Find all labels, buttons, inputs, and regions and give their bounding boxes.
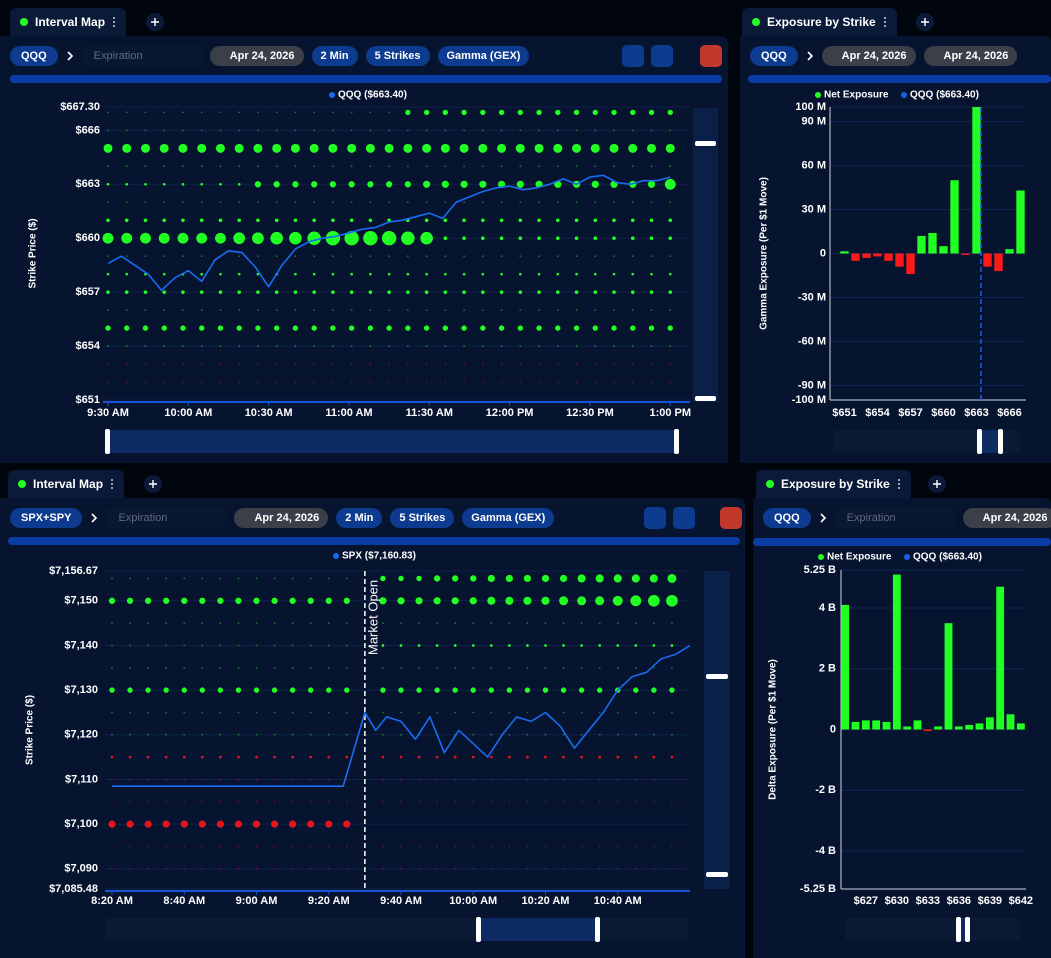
date-control[interactable]: Apr 24, 2026	[209, 46, 304, 66]
menu-icon[interactable]	[112, 16, 116, 28]
add-tab[interactable]	[916, 13, 934, 31]
metric-control[interactable]: Gamma (GEX)	[437, 46, 530, 66]
symbol-control[interactable]: QQQ	[10, 46, 58, 66]
plus-icon	[933, 480, 941, 488]
toolbar: QQQ Apr 24, 2026 Apr 24, 2026	[750, 45, 1018, 67]
panel-body	[0, 498, 745, 958]
chevron	[67, 51, 73, 61]
tab-title: Interval Map	[35, 15, 106, 29]
add-tab[interactable]	[146, 13, 164, 31]
date-control[interactable]: Apr 24, 2026	[821, 46, 916, 66]
symbol-control[interactable]: QQQ	[750, 46, 798, 66]
chevron-glyph	[820, 513, 826, 523]
chevron	[807, 51, 813, 61]
tab[interactable]: Exposure by Strike	[756, 470, 911, 498]
menu-dot	[113, 17, 116, 19]
chevron	[820, 513, 826, 523]
icon-button[interactable]	[622, 45, 644, 67]
add-tab[interactable]	[144, 475, 162, 493]
tab[interactable]: Exposure by Strike	[742, 8, 897, 36]
plus-glyph	[151, 18, 159, 26]
toolbar: QQQ Expiration Apr 24, 2026	[763, 507, 1051, 529]
status-dot	[752, 18, 760, 26]
tab-title: Interval Map	[33, 477, 104, 491]
icon-button[interactable]	[651, 45, 673, 67]
date-control[interactable]: Apr 24, 2026	[962, 508, 1051, 528]
status-dot	[766, 480, 774, 488]
plus-glyph	[149, 480, 157, 488]
chevron-glyph	[67, 51, 73, 61]
icon-button[interactable]	[644, 507, 666, 529]
panel: Interval Map QQQ Expiration Apr 24, 2026 2 M…	[0, 8, 728, 463]
menu-dot	[883, 17, 886, 19]
interval-control[interactable]: 2 Min	[311, 46, 358, 66]
panel: Interval Map SPX+SPY Expiration Apr 24, 202…	[0, 470, 745, 958]
toolbar: QQQ Expiration Apr 24, 2026 2 Min 5 Strikes G…	[10, 45, 530, 67]
expiration-control[interactable]: Expiration	[106, 508, 227, 528]
panel-body	[0, 36, 728, 463]
plus-glyph	[921, 18, 929, 26]
menu-dot	[111, 487, 114, 489]
chevron-glyph	[807, 51, 813, 61]
date_end-control[interactable]: Apr 24, 2026	[923, 46, 1018, 66]
chevron	[91, 513, 98, 523]
plus-glyph	[933, 480, 941, 488]
menu-dot	[111, 483, 114, 485]
panel-body	[753, 498, 1051, 958]
progress-bar	[8, 537, 740, 545]
panel-body	[740, 36, 1051, 463]
tab[interactable]: Interval Map	[10, 8, 127, 36]
metric-control[interactable]: Gamma (GEX)	[462, 508, 555, 528]
menu-dot	[883, 25, 886, 27]
strikes-control[interactable]: 5 Strikes	[365, 46, 430, 66]
icon-button[interactable]	[673, 507, 695, 529]
chevron-glyph	[91, 513, 98, 523]
interval-control[interactable]: 2 Min	[336, 508, 383, 528]
menu-icon[interactable]	[883, 16, 887, 28]
symbol-control[interactable]: QQQ	[763, 508, 811, 528]
menu-dot	[897, 483, 900, 485]
icon-button[interactable]	[720, 507, 742, 529]
tab-title: Exposure by Strike	[767, 15, 876, 29]
plus-icon	[149, 480, 157, 488]
add-tab[interactable]	[928, 475, 946, 493]
progress-bar	[748, 75, 1051, 83]
menu-dot	[113, 25, 116, 27]
progress-bar	[10, 75, 722, 83]
expiration-control[interactable]: Expiration	[834, 508, 955, 528]
menu-icon[interactable]	[897, 478, 901, 490]
tab-title: Exposure by Strike	[781, 477, 890, 491]
status-dot	[18, 480, 26, 488]
toolbar: SPX+SPY Expiration Apr 24, 2026 2 Min 5 Stri…	[10, 507, 555, 529]
menu-dot	[883, 21, 886, 23]
status-dot	[20, 18, 28, 26]
menu-dot	[113, 21, 116, 23]
menu-icon[interactable]	[110, 478, 114, 490]
progress-bar	[753, 538, 1051, 546]
menu-dot	[897, 479, 900, 481]
symbol-control[interactable]: SPX+SPY	[10, 508, 83, 528]
date-control[interactable]: Apr 24, 2026	[234, 508, 329, 528]
panel: Exposure by Strike QQQ Apr 24, 2026 Apr 24,…	[740, 8, 1051, 463]
plus-icon	[151, 18, 159, 26]
panel: Exposure by Strike QQQ Expiration Apr 24, 2…	[753, 470, 1051, 958]
tab[interactable]: Interval Map	[8, 470, 125, 498]
expiration-control[interactable]: Expiration	[81, 46, 202, 66]
menu-dot	[111, 479, 114, 481]
icon-button[interactable]	[700, 45, 722, 67]
menu-dot	[897, 487, 900, 489]
strikes-control[interactable]: 5 Strikes	[390, 508, 455, 528]
plus-icon	[921, 18, 929, 26]
